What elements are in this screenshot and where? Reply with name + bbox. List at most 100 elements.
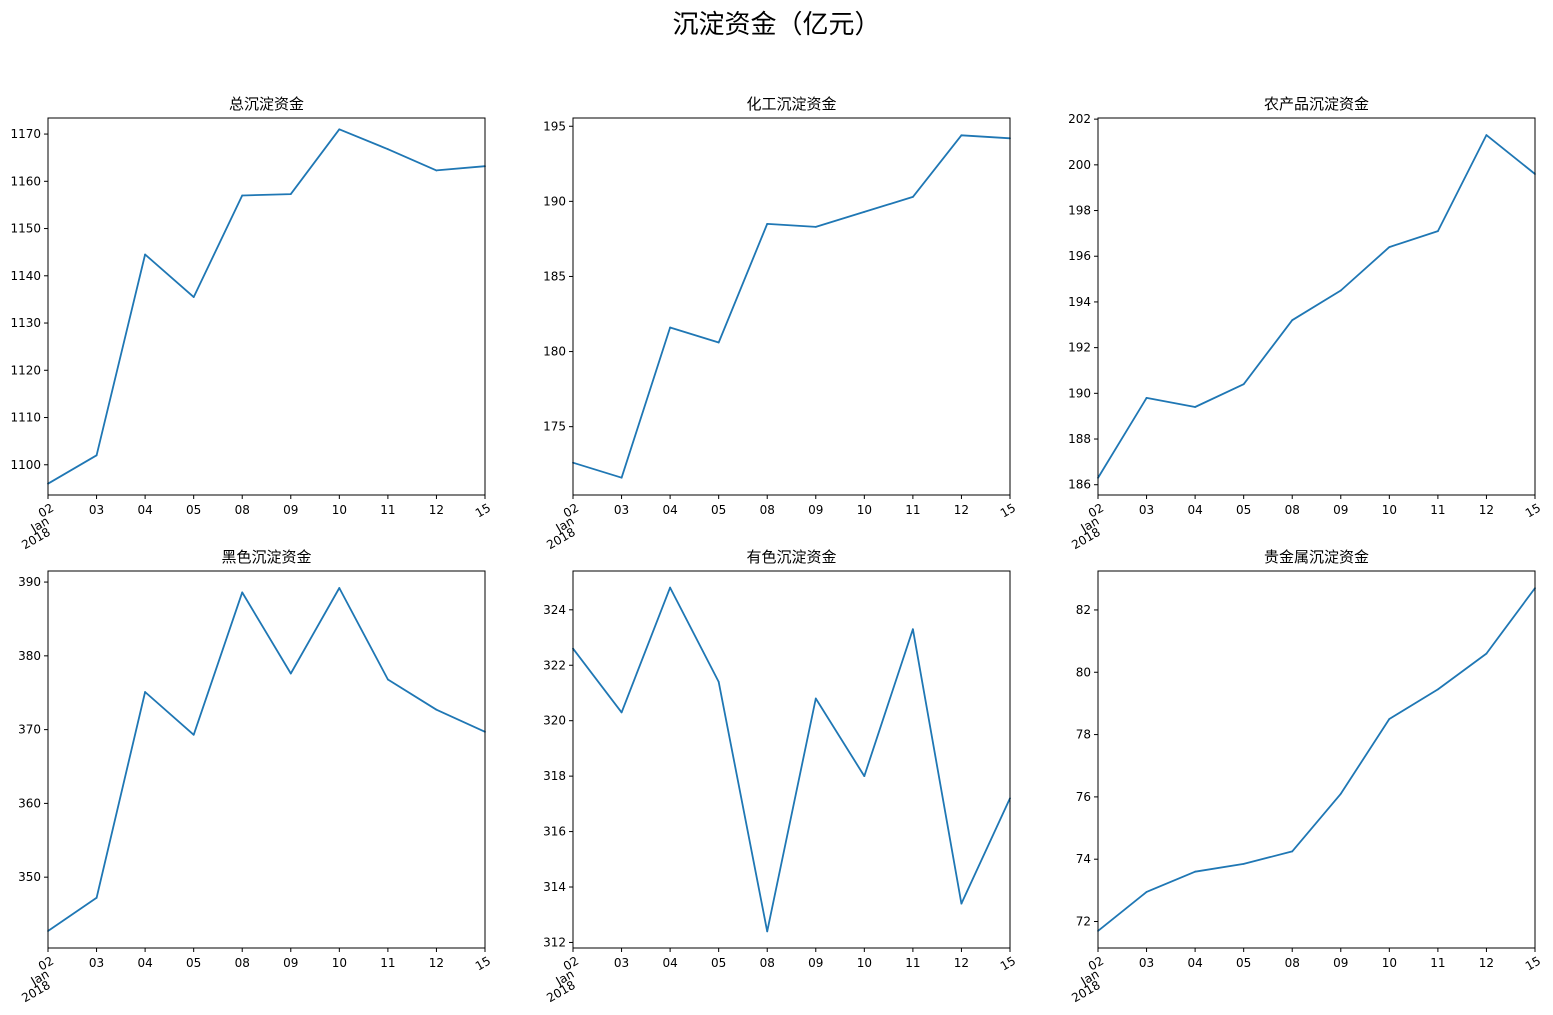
data-point	[1436, 230, 1439, 233]
x-tick-label: 05	[186, 503, 201, 517]
x-tick-label: 10	[332, 503, 347, 517]
x-tick-label: 10	[1382, 503, 1397, 517]
x-tick-label: 09	[283, 956, 298, 970]
x-tick-label: 08	[235, 956, 250, 970]
x-tick-label: 03	[1139, 503, 1154, 517]
subplot-title: 农产品沉淀资金	[1264, 95, 1369, 113]
data-point	[669, 326, 672, 329]
x-tick-label: 03	[614, 503, 629, 517]
x-tick-label: 03	[1139, 956, 1154, 970]
y-tick-label: 194	[1068, 295, 1091, 309]
data-point	[669, 586, 672, 589]
x-tick-label: 05	[711, 956, 726, 970]
x-tick-label: 12	[429, 956, 444, 970]
x-tick-label: 10	[857, 956, 872, 970]
data-point	[95, 896, 98, 899]
y-tick-label: 198	[1068, 204, 1091, 218]
subplot-3: 农产品沉淀资金 186 188 190 192 194 196 198 200 202 02 03 04…	[1068, 95, 1543, 552]
x-tick-label: 09	[283, 503, 298, 517]
data-point	[766, 930, 769, 933]
x-tick-label: 03	[89, 503, 104, 517]
x-tick-label: 02	[36, 954, 56, 974]
x-tick-label: 10	[1382, 956, 1397, 970]
x-tick-label: 11	[905, 503, 920, 517]
x-tick-label: 04	[1187, 956, 1202, 970]
x-tick-label: 09	[1333, 503, 1348, 517]
y-tick-label: 324	[543, 603, 566, 617]
data-point	[144, 691, 147, 693]
x-tick-label: 02	[561, 501, 581, 521]
x-tick-label: 02	[1086, 954, 1106, 974]
data-point	[814, 225, 817, 228]
data-point	[1145, 396, 1148, 399]
data-point	[1145, 891, 1148, 893]
data-point	[241, 194, 244, 197]
y-tick-label: 316	[543, 825, 566, 839]
x-tick-label: 08	[760, 956, 775, 970]
data-point	[289, 193, 292, 195]
subplot-title: 总沉淀资金	[229, 95, 304, 113]
subplot-title: 贵金属沉淀资金	[1264, 548, 1369, 566]
x-tick-label: 08	[1285, 956, 1300, 970]
data-point	[1339, 792, 1342, 795]
y-tick-label: 188	[1068, 432, 1091, 446]
data-point	[192, 733, 195, 736]
data-point	[1485, 134, 1488, 137]
series-line	[1097, 587, 1536, 932]
y-tick-label: 1150	[10, 222, 41, 236]
y-tick-label: 350	[18, 870, 41, 884]
series-line	[47, 128, 486, 485]
y-tick-label: 180	[543, 345, 566, 359]
x-tick-label: 05	[186, 956, 201, 970]
series-line	[47, 587, 486, 932]
data-point	[241, 591, 244, 594]
data-point	[1194, 870, 1197, 873]
x-tick-label: 04	[137, 956, 152, 970]
data-point	[620, 476, 623, 479]
x-tick-label: 04	[662, 503, 677, 517]
x-tick-label: 09	[1333, 956, 1348, 970]
series-line	[572, 586, 1011, 933]
data-point	[435, 169, 438, 172]
x-tick-label: 02	[36, 501, 56, 521]
x-tick-label: 08	[760, 503, 775, 517]
x-tick-label: 09	[808, 956, 823, 970]
data-point	[289, 672, 292, 675]
y-tick-label: 312	[543, 935, 566, 949]
y-tick-label: 82	[1076, 603, 1091, 617]
plot-frame	[1097, 117, 1536, 496]
x-tick-label: 12	[954, 956, 969, 970]
data-point	[1242, 862, 1245, 865]
y-tick-label: 360	[18, 796, 41, 810]
y-tick-label: 314	[543, 880, 566, 894]
data-point	[435, 708, 438, 711]
x-tick-label: 12	[1479, 503, 1494, 517]
y-tick-label: 195	[543, 119, 566, 133]
subplot-4: 黑色沉淀资金 350 360 370 380 390 02 03 04 05 08 09 10 11 12 1…	[18, 548, 493, 1005]
x-tick-label: 02	[1086, 501, 1106, 521]
data-point	[338, 587, 341, 589]
y-tick-label: 1110	[10, 411, 41, 425]
x-tick-label: 11	[905, 956, 920, 970]
data-point	[1485, 652, 1488, 655]
y-tick-label: 320	[543, 714, 566, 728]
y-tick-label: 185	[543, 269, 566, 283]
subplot-title: 化工沉淀资金	[746, 95, 836, 113]
y-tick-label: 318	[543, 769, 566, 783]
y-tick-label: 190	[543, 194, 566, 208]
y-tick-label: 1130	[10, 316, 41, 330]
x-tick-label: 11	[380, 503, 395, 517]
y-tick-label: 370	[18, 723, 41, 737]
y-tick-label: 1160	[10, 174, 41, 188]
y-tick-label: 80	[1076, 665, 1091, 679]
subplot-title: 黑色沉淀资金	[221, 548, 311, 566]
x-tick-label: 05	[1236, 956, 1251, 970]
x-tick-label: 02	[561, 954, 581, 974]
data-point	[863, 210, 866, 213]
x-tick-label: 04	[137, 503, 152, 517]
x-tick-label: 05	[1236, 503, 1251, 517]
x-tick-label: 03	[614, 956, 629, 970]
y-tick-label: 192	[1068, 341, 1091, 355]
x-tick-label: 08	[1285, 503, 1300, 517]
